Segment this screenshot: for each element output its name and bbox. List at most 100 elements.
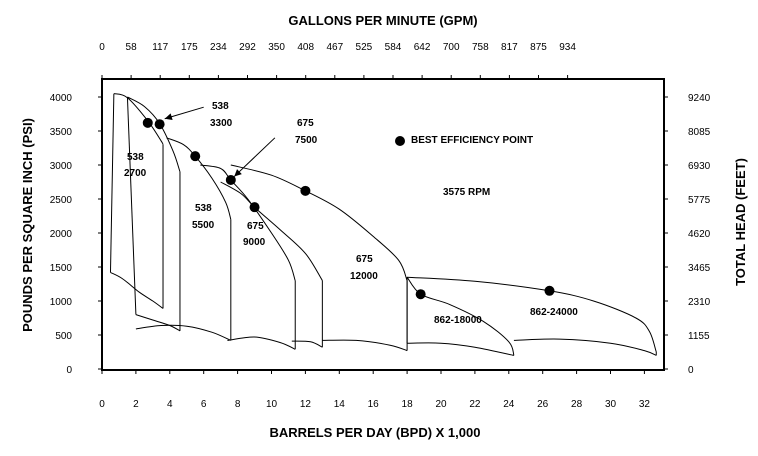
- bottom-tick-label: 6: [201, 399, 207, 410]
- top-tick-label: 584: [385, 42, 402, 53]
- label-862-18000: 862-18000: [434, 315, 482, 326]
- left-tick-label: 500: [55, 331, 72, 342]
- top-tick-label: 408: [297, 42, 314, 53]
- plot-frame: [101, 78, 665, 371]
- top-tick-label: 175: [181, 42, 198, 53]
- label-538-5500-line1: 538: [195, 203, 212, 214]
- left-axis-title: POUNDS PER SQUARE INCH (PSI): [20, 118, 35, 332]
- left-tick-label: 3500: [50, 127, 73, 138]
- bottom-tick-label: 12: [300, 399, 312, 410]
- min-curve-538-5500: [135, 324, 231, 341]
- curve-group: [109, 93, 657, 356]
- left-tick-label: 3000: [50, 161, 73, 172]
- top-tick-label: 117: [152, 42, 168, 53]
- left-tick-label: 1500: [50, 263, 73, 274]
- top-tick-label: 642: [414, 42, 431, 53]
- top-tick-label: 350: [268, 42, 285, 53]
- label-538-2700-line1: 538: [127, 152, 144, 163]
- min-curve-538-2700: [110, 271, 164, 309]
- min-curve-538-3300: [135, 314, 181, 332]
- bottom-tick-label: 22: [469, 399, 481, 410]
- label-675-9000-line1: 675: [247, 221, 264, 232]
- top-axis-title: GALLONS PER MINUTE (GPM): [288, 13, 477, 28]
- head-curve-675-9000: [220, 181, 323, 281]
- bottom-tick-label: 18: [402, 399, 414, 410]
- label-675-12000-line2: 12000: [350, 271, 378, 282]
- bep-marker-862-18000: [415, 289, 426, 300]
- left-tick-label: 2000: [50, 229, 73, 240]
- left-tick-label: 2500: [50, 195, 73, 206]
- min-curve-675-9000: [291, 340, 323, 348]
- bep-marker-538-3300: [154, 119, 165, 130]
- top-tick-label: 934: [559, 42, 576, 53]
- right-tick-label: 8085: [688, 127, 711, 138]
- label-675-7500-line2: 7500: [295, 135, 318, 146]
- right-tick-label: 4620: [688, 229, 711, 240]
- top-tick-label: 875: [530, 42, 547, 53]
- bep-marker-675-7500: [225, 174, 236, 185]
- callout-arrow-675-7500: [234, 169, 242, 177]
- left-tick-label: 4000: [50, 93, 73, 104]
- bottom-tick-label: 2: [133, 399, 139, 410]
- bottom-tick-label: 0: [99, 399, 105, 410]
- right-axis-title: TOTAL HEAD (FEET): [733, 158, 748, 286]
- right-tick-label: 0: [688, 365, 694, 376]
- bottom-tick-label: 20: [435, 399, 447, 410]
- label-538-5500-line2: 5500: [192, 220, 215, 231]
- tick-group: 0 2 4 6 8 10 12 14 16 18 20 22 24 26 28 30 320 58 117 175 23…: [50, 42, 711, 410]
- min-curve-675-7500: [227, 336, 296, 350]
- bottom-tick-label: 24: [503, 399, 515, 410]
- bep-marker-538-5500: [190, 151, 201, 162]
- head-curve-675-7500: [200, 164, 296, 281]
- top-tick-label: 758: [472, 42, 489, 53]
- callout-arrow-538-3300: [164, 113, 173, 121]
- bottom-tick-label: 14: [334, 399, 346, 410]
- top-tick-label: 292: [239, 42, 256, 53]
- min-curve-862-24000: [513, 338, 657, 356]
- label-538-3300-line1: 538: [212, 101, 229, 112]
- right-tick-label: 3465: [688, 263, 711, 274]
- bottom-tick-label: 28: [571, 399, 583, 410]
- legend-marker: [395, 136, 405, 146]
- right-tick-label: 1155: [688, 331, 710, 342]
- right-tick-label: 5775: [688, 195, 711, 206]
- left-boundary-538-2700: [109, 93, 115, 273]
- head-curve-538-2700: [113, 93, 164, 145]
- min-curve-675-12000: [322, 339, 408, 352]
- bottom-tick-label: 10: [266, 399, 278, 410]
- bottom-tick-label: 30: [605, 399, 617, 410]
- bottom-axis-title: BARRELS PER DAY (BPD) X 1,000: [270, 425, 481, 440]
- left-tick-label: 1000: [50, 297, 73, 308]
- top-tick-label: 817: [501, 42, 518, 53]
- bottom-tick-label: 4: [167, 399, 173, 410]
- legend-label: BEST EFFICIENCY POINT: [411, 135, 533, 146]
- min-curve-862-18000: [407, 342, 515, 356]
- bep-marker-675-12000: [300, 185, 311, 196]
- top-tick-label: 0: [99, 42, 105, 53]
- head-curve-675-12000: [230, 164, 408, 281]
- top-tick-label: 525: [356, 42, 373, 53]
- bottom-tick-label: 26: [537, 399, 549, 410]
- rpm-annotation: 3575 RPM: [443, 187, 490, 198]
- head-curve-538-5500: [166, 137, 232, 220]
- top-tick-label: 58: [126, 42, 138, 53]
- top-tick-label: 234: [210, 42, 227, 53]
- right-tick-label: 6930: [688, 161, 711, 172]
- label-675-9000-line2: 9000: [243, 237, 266, 248]
- bottom-tick-label: 32: [639, 399, 651, 410]
- top-tick-label: 700: [443, 42, 460, 53]
- callout-line-675-7500: [233, 137, 276, 177]
- label-675-7500-line1: 675: [297, 118, 314, 129]
- label-675-12000-line1: 675: [356, 254, 373, 265]
- head-curve-862-24000: [407, 276, 657, 353]
- left-boundary-538-3300: [126, 96, 137, 315]
- top-tick-label: 467: [326, 42, 343, 53]
- bep-marker-862-24000: [544, 285, 555, 296]
- left-tick-label: 0: [66, 365, 72, 376]
- label-538-2700-line2: 2700: [124, 168, 147, 179]
- label-862-24000: 862-24000: [530, 307, 578, 318]
- right-tick-label: 2310: [688, 297, 711, 308]
- bottom-tick-label: 8: [235, 399, 241, 410]
